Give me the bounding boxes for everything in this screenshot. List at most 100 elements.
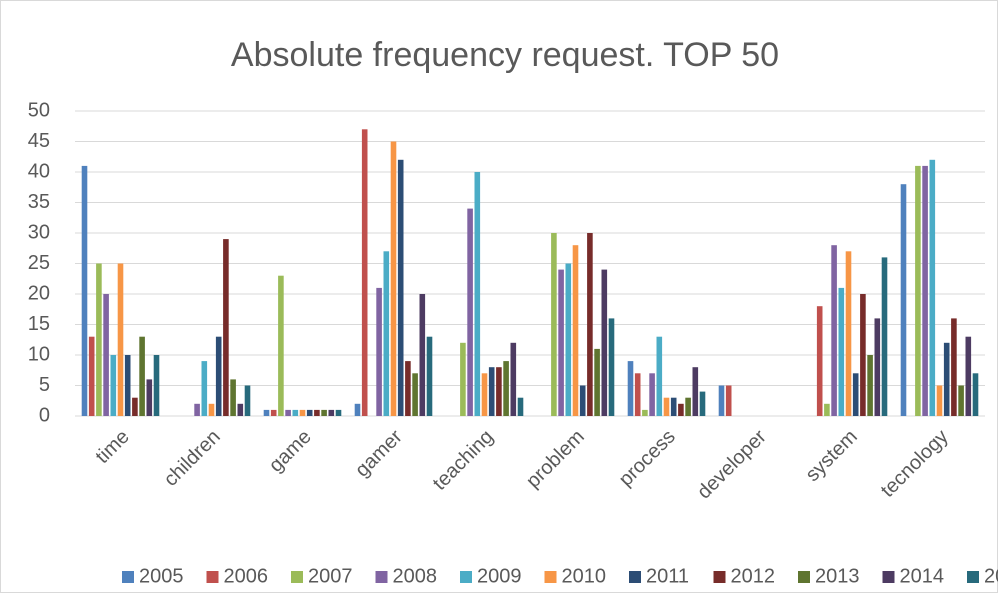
y-tick-label: 15 xyxy=(28,313,50,335)
y-tick-label: 25 xyxy=(28,252,50,274)
bar xyxy=(474,172,481,416)
bar xyxy=(874,318,881,416)
legend-label: 2014 xyxy=(900,565,945,587)
bar xyxy=(426,336,433,416)
legend-swatch xyxy=(122,571,134,583)
bar xyxy=(572,245,579,416)
y-tick-label: 50 xyxy=(28,99,50,121)
bar xyxy=(656,336,663,416)
y-tick-label: 35 xyxy=(28,191,50,213)
bar xyxy=(292,409,299,416)
bar xyxy=(390,141,397,416)
bar xyxy=(852,373,859,416)
bar xyxy=(718,385,725,416)
bar xyxy=(299,409,306,416)
legend-label: 2005 xyxy=(139,565,184,587)
legend-swatch xyxy=(882,571,895,583)
bar xyxy=(824,403,830,416)
bar xyxy=(354,403,361,416)
bar xyxy=(860,294,866,416)
bar xyxy=(587,233,593,416)
bar xyxy=(510,342,517,416)
bar xyxy=(263,409,270,416)
y-tick-label: 10 xyxy=(28,343,50,365)
bar xyxy=(328,409,335,416)
legend-swatch xyxy=(291,571,303,583)
bar xyxy=(642,409,648,416)
legend-label: 2009 xyxy=(477,565,522,587)
bar xyxy=(601,269,608,416)
bar xyxy=(496,367,502,416)
y-tick-label: 40 xyxy=(28,160,50,182)
bar xyxy=(838,287,845,416)
bar xyxy=(922,165,928,416)
legend-label: 2015 xyxy=(984,565,998,587)
legend-label: 2013 xyxy=(815,565,860,587)
bar xyxy=(900,184,907,416)
bar xyxy=(153,355,160,416)
bar xyxy=(223,239,229,416)
bar xyxy=(488,367,495,416)
bar xyxy=(419,294,426,416)
legend-label: 2011 xyxy=(646,565,689,587)
bar xyxy=(405,361,411,416)
bar xyxy=(215,336,222,416)
bar xyxy=(361,129,368,417)
bar xyxy=(139,336,145,416)
bar xyxy=(244,385,251,416)
chart-title: Absolute frequency request. TOP 50 xyxy=(231,36,779,74)
legend-swatch xyxy=(798,571,810,583)
y-tick-label: 30 xyxy=(28,221,50,243)
bar xyxy=(867,355,873,416)
bar xyxy=(88,336,95,416)
bar xyxy=(278,275,284,416)
bar xyxy=(314,409,320,416)
bar xyxy=(481,373,488,416)
bar xyxy=(467,208,473,416)
bar xyxy=(306,409,313,416)
bar xyxy=(831,245,837,416)
y-tick-label: 0 xyxy=(39,404,50,426)
y-tick-label: 45 xyxy=(28,130,50,152)
bar xyxy=(699,391,706,416)
bar xyxy=(958,385,964,416)
bar xyxy=(965,336,972,416)
bar xyxy=(132,397,138,416)
bar xyxy=(460,342,466,416)
bar xyxy=(816,306,823,416)
bar xyxy=(335,409,342,416)
bar xyxy=(383,251,390,416)
legend-swatch xyxy=(544,571,557,583)
legend-swatch xyxy=(967,571,979,583)
bar xyxy=(285,409,291,416)
legend-label: 2006 xyxy=(224,565,269,587)
bar xyxy=(881,257,888,416)
bar xyxy=(376,287,382,416)
legend-label: 2008 xyxy=(393,565,438,587)
bar xyxy=(634,373,641,416)
bar xyxy=(103,294,109,416)
bar xyxy=(81,165,88,416)
legend-swatch xyxy=(460,571,472,583)
bar xyxy=(517,397,524,416)
bar xyxy=(579,385,586,416)
bar xyxy=(558,269,564,416)
bar xyxy=(972,373,979,416)
bar xyxy=(725,385,732,416)
bar xyxy=(146,379,153,416)
bar xyxy=(929,159,936,417)
bar xyxy=(594,348,600,416)
legend-swatch xyxy=(206,571,219,583)
bar xyxy=(915,165,921,416)
bar xyxy=(208,403,215,416)
bar xyxy=(194,403,200,416)
bar xyxy=(565,263,572,416)
bar xyxy=(551,233,557,416)
bar xyxy=(649,373,655,416)
bar xyxy=(237,403,244,416)
bar xyxy=(96,263,102,416)
bar xyxy=(678,403,684,416)
bar xyxy=(692,367,699,416)
